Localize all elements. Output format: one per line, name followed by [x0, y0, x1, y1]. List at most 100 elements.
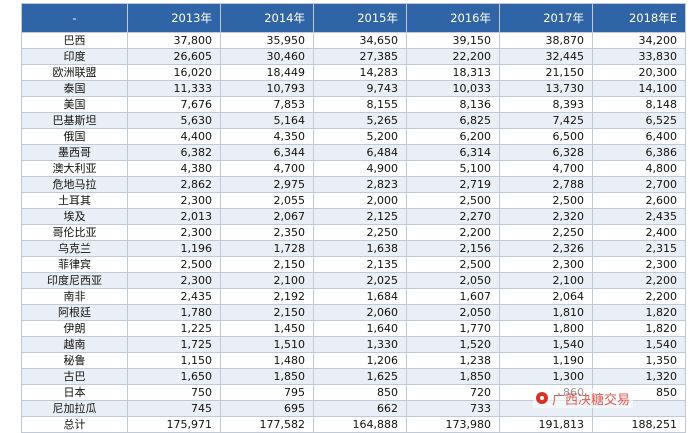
value-cell: 6,500 — [499, 128, 593, 145]
value-cell: 1,300 — [499, 368, 593, 385]
value-cell: 6,484 — [313, 144, 407, 161]
country-name-cell: 古巴 — [21, 368, 128, 385]
value-cell: 2,326 — [499, 240, 593, 257]
value-cell: 2,300 — [127, 224, 221, 241]
table-row: 菲律宾 2,500 2,150 2,135 2,500 2,300 2,300 — [21, 256, 686, 273]
value-cell: 1,810 — [499, 304, 593, 321]
table-row: 南非 2,435 2,192 1,684 1,607 2,064 2,200 — [21, 288, 686, 305]
table-row: 哥伦比亚 2,300 2,350 2,250 2,200 2,250 2,400 — [21, 224, 686, 241]
value-cell: 2,192 — [220, 288, 314, 305]
value-cell: 1,540 — [592, 336, 686, 353]
table-row: 越南 1,725 1,510 1,330 1,520 1,540 1,540 — [21, 336, 686, 353]
value-cell: 5,164 — [220, 112, 314, 129]
table-row: 印度尼西亚 2,300 2,100 2,025 2,050 2,100 2,200 — [21, 272, 686, 289]
header-year-2018e: 2018年E — [592, 3, 686, 33]
table-row: 俄国 4,400 4,350 5,200 6,200 6,500 6,400 — [21, 128, 686, 145]
value-cell: 2,100 — [220, 272, 314, 289]
value-cell: 750 — [127, 384, 221, 401]
value-cell: 1,540 — [499, 336, 593, 353]
value-cell: 6,382 — [127, 144, 221, 161]
value-cell: 2,200 — [592, 272, 686, 289]
value-cell: 30,460 — [220, 48, 314, 65]
country-name-cell: 日本 — [21, 384, 128, 401]
value-cell: 4,350 — [220, 128, 314, 145]
value-cell: 2,150 — [220, 256, 314, 273]
value-cell: 4,700 — [220, 160, 314, 177]
value-cell: 2,055 — [220, 192, 314, 209]
value-cell: 2,050 — [406, 304, 500, 321]
value-cell: 1,150 — [127, 352, 221, 369]
table-row: 土耳其 2,300 2,055 2,000 2,500 2,500 2,600 — [21, 192, 686, 209]
value-cell: 4,400 — [127, 128, 221, 145]
country-name-cell: 伊朗 — [21, 320, 128, 337]
value-cell: 6,328 — [499, 144, 593, 161]
value-cell: 6,344 — [220, 144, 314, 161]
value-cell: 8,136 — [406, 96, 500, 113]
value-cell: 1,225 — [127, 320, 221, 337]
country-name-cell: 印度 — [21, 48, 128, 65]
value-cell: 1,650 — [127, 368, 221, 385]
table-row: 美国 7,676 7,853 8,155 8,136 8,393 8,148 — [21, 96, 686, 113]
value-cell: 1,770 — [406, 320, 500, 337]
value-cell: 1,638 — [313, 240, 407, 257]
value-cell: 5,200 — [313, 128, 407, 145]
value-cell: 7,676 — [127, 96, 221, 113]
value-cell: 2,823 — [313, 176, 407, 193]
value-cell: 7,853 — [220, 96, 314, 113]
value-cell: 2,788 — [499, 176, 593, 193]
value-cell: 16,020 — [127, 64, 221, 81]
value-cell: 6,314 — [406, 144, 500, 161]
header-year-2016: 2016年 — [406, 3, 500, 33]
value-cell: 7,425 — [499, 112, 593, 129]
value-cell: 175,971 — [127, 416, 221, 433]
country-name-cell: 俄国 — [21, 128, 128, 145]
value-cell: 14,100 — [592, 80, 686, 97]
sugar-production-table-frame: - 2013年 2014年 2015年 2016年 2017年 2018年E 巴… — [6, 3, 687, 433]
value-cell: 1,684 — [313, 288, 407, 305]
value-cell: 720 — [406, 384, 500, 401]
value-cell: 2,315 — [592, 240, 686, 257]
value-cell: 4,900 — [313, 160, 407, 177]
value-cell: 13,730 — [499, 80, 593, 97]
country-name-cell: 美国 — [21, 96, 128, 113]
value-cell: 2,862 — [127, 176, 221, 193]
value-cell: 2,150 — [220, 304, 314, 321]
value-cell: 1,510 — [220, 336, 314, 353]
value-cell: 745 — [127, 400, 221, 417]
header-corner-cell: - — [21, 3, 128, 33]
value-cell: 2,350 — [220, 224, 314, 241]
country-name-cell: 秘鲁 — [21, 352, 128, 369]
value-cell: 32,445 — [499, 48, 593, 65]
total-row: 总计 175,971 177,582 164,888 173,980 191,813 188… — [21, 416, 686, 433]
value-cell: 2,435 — [127, 288, 221, 305]
country-name-cell: 澳大利亚 — [21, 160, 128, 177]
value-cell: 1,607 — [406, 288, 500, 305]
value-cell: 35,950 — [220, 32, 314, 49]
value-cell: 1,820 — [592, 320, 686, 337]
table-row: 巴西 37,800 35,950 34,650 39,150 38,870 34,200 — [21, 32, 686, 49]
value-cell: 1,320 — [592, 368, 686, 385]
value-cell: 2,500 — [127, 256, 221, 273]
value-cell: 2,975 — [220, 176, 314, 193]
value-cell: 1,206 — [313, 352, 407, 369]
value-cell: 188,251 — [592, 416, 686, 433]
value-cell: 1,190 — [499, 352, 593, 369]
value-cell: 2,300 — [127, 192, 221, 209]
table-row: 秘鲁 1,150 1,480 1,206 1,238 1,190 1,350 — [21, 352, 686, 369]
value-cell: 2,156 — [406, 240, 500, 257]
value-cell: 18,449 — [220, 64, 314, 81]
value-cell: 5,265 — [313, 112, 407, 129]
table-row: 澳大利亚 4,380 4,700 4,900 5,100 4,700 4,800 — [21, 160, 686, 177]
value-cell: 20,300 — [592, 64, 686, 81]
country-name-cell: 危地马拉 — [21, 176, 128, 193]
value-cell: 2,025 — [313, 272, 407, 289]
value-cell: 2,500 — [406, 192, 500, 209]
value-cell: 8,148 — [592, 96, 686, 113]
value-cell: 2,000 — [313, 192, 407, 209]
value-cell: 10,033 — [406, 80, 500, 97]
table-row: 埃及 2,013 2,067 2,125 2,270 2,320 2,435 — [21, 208, 686, 225]
country-name-cell: 巴西 — [21, 32, 128, 49]
country-name-cell: 哥伦比亚 — [21, 224, 128, 241]
country-name-cell: 欧洲联盟 — [21, 64, 128, 81]
value-cell: 4,800 — [592, 160, 686, 177]
